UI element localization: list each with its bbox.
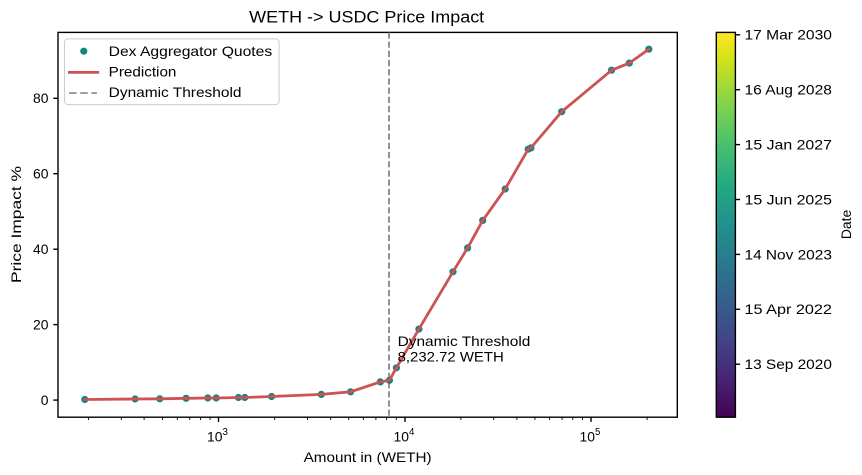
svg-text:0: 0 [41,392,49,408]
svg-text:80: 80 [33,90,49,106]
svg-text:13 Sep 2020: 13 Sep 2020 [745,356,833,372]
svg-text:60: 60 [33,166,49,182]
svg-text:Dex Aggregator Quotes: Dex Aggregator Quotes [109,43,273,59]
svg-text:Dynamic Threshold: Dynamic Threshold [109,84,242,100]
svg-text:15 Apr 2022: 15 Apr 2022 [745,301,833,317]
svg-text:8,232.72 WETH: 8,232.72 WETH [398,348,504,364]
svg-text:Prediction: Prediction [109,64,177,80]
svg-text:17 Mar 2030: 17 Mar 2030 [745,27,833,43]
svg-text:14 Nov 2023: 14 Nov 2023 [745,246,833,262]
svg-text:Dynamic Threshold: Dynamic Threshold [398,333,531,349]
svg-text:20: 20 [33,317,49,333]
svg-text:Date: Date [838,210,854,240]
svg-text:40: 40 [33,241,49,257]
svg-text:Amount in (WETH): Amount in (WETH) [304,449,432,465]
svg-text:15 Jun 2025: 15 Jun 2025 [745,191,833,207]
svg-text:16 Aug 2028: 16 Aug 2028 [745,82,833,98]
svg-text:WETH -> USDC Price Impact: WETH -> USDC Price Impact [249,8,484,27]
svg-text:15 Jan 2027: 15 Jan 2027 [745,137,833,153]
svg-text:Price Impact %: Price Impact % [8,166,24,283]
